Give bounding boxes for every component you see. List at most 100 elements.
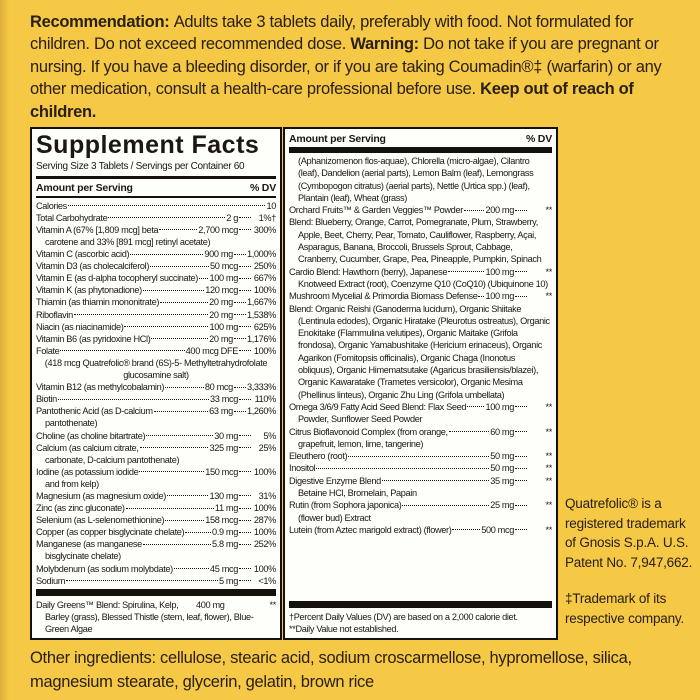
nutrient-amount: 150 mcg [205,466,238,477]
nutrient-name: Vitamin D3 (as cholecalciferol) [36,261,150,272]
nutrient-daily-value: 1,176% [246,333,276,344]
nutrient-row: Omega 3/6/9 Fatty Acid Seed Blend: Flax … [289,401,552,426]
nutrient-row-main: Copper (as copper bisglycinate chelate) … [36,526,276,538]
nutrient-continuation: Betaine HCl, Bromelain, Papain [298,488,417,499]
column-header-right-panel: Amount per Serving % DV [289,132,552,146]
nutrient-amount: 158 mcg [205,515,238,526]
nutrient-row: Magnesium (as magnesium oxide) 130 mg 31… [36,490,276,502]
nutrient-row-main: Citrus Bioflavonoid Complex (from orange… [289,426,552,438]
nutrient-amount: 100 mg [485,291,514,302]
nutrient-row-main: Iodine (as potassium iodide 150 mcg 100% [36,466,276,478]
nutrient-row-main: Niacin (as niacinamide) 100 mg 625% [36,321,276,333]
nutrient-row: Riboflavin 20 mg 1,538% [36,309,276,321]
nutrient-row-main: Vitamin D3 (as cholecalciferol) 50 mcg 2… [36,260,276,272]
nutrient-amount: 400 mcg DFE [185,345,239,356]
nutrient-continuation: (flower bud) Extract [298,512,371,523]
nutrient-row: Folate 400 mcg DFE 100% (418 mcg Quatref… [36,345,276,381]
warning-label: Warning: [350,35,424,54]
trademark-notes: Quatrefolic® is a registered trademark o… [565,494,695,628]
nutrient-row: Vitamin D3 (as cholecalciferol) 50 mcg 2… [36,260,276,272]
nutrient-name: Inositol [289,463,316,474]
nutrient-row-main: Lutein (from Aztec marigold extract) (fl… [289,524,552,536]
nutrient-row: Selenium (as L-selenomethionine) 158 mcg… [36,514,276,526]
nutrient-amount: 130 mg [209,490,238,501]
nutrient-daily-value: 1,538% [246,309,276,320]
nutrient-row-main: Magnesium (as magnesium oxide) 130 mg 31… [36,490,276,502]
nutrient-daily-value: ** [545,475,553,486]
daily-greens-ingredient-continuation: (Aphanizomenon flos-aquae), Chlorella (m… [298,156,534,203]
nutrient-daily-value: <1% [258,575,276,586]
nutrient-daily-value: 1,260% [246,406,276,417]
nutrient-daily-value: 31% [258,490,277,501]
nutrient-daily-value: 100% [253,285,276,296]
nutrient-daily-value: 250% [253,261,276,272]
nutrient-row: Molybdenum (as sodium molybdate) 45 mcg … [36,563,276,575]
nutrient-daily-value: ** [545,266,553,277]
nutrient-row: Sodium 5 mg <1% [36,575,276,587]
nutrient-row-main: Mushroom Mycelial & Primordia Biomass De… [289,290,552,302]
supplement-facts-panel-right: Amount per Serving % DV (Aphanizomenon f… [283,127,558,640]
column-header-left-panel: Amount per Serving % DV [36,181,276,195]
nutrient-amount: 45 mcg [209,563,238,574]
nutrient-row: Rutin (from Sophora japonica) 25 mg ** (… [289,499,552,524]
divider-bar [36,195,276,198]
nutrient-row-main: Vitamin B6 (as pyridoxine HCl) 20 mg 1,1… [36,333,276,345]
nutrient-amount: 33 mcg [209,394,238,405]
nutrient-continuation: Blend: Blueberry, Orange, Carrot, Pomegr… [289,217,542,265]
recommendation-warning-text: Recommendation: Adults take 3 tablets da… [30,11,686,123]
nutrient-name: Molybdenum (as sodium molybdate) [36,563,173,574]
nutrient-row-main: Eleuthero (root) 50 mg ** [289,450,552,462]
amount-per-serving-header: Amount per Serving [36,181,133,194]
nutrient-amount: 200 mg [485,205,514,216]
nutrient-daily-value: 100% [253,345,276,356]
nutrient-name: Biotin [36,394,57,405]
nutrient-amount: 11 mg [214,503,238,514]
nutrient-name: Magnesium (as magnesium oxide) [36,490,166,501]
nutrient-row-main: Vitamin E (as d-alpha tocopheryl succina… [36,272,276,284]
nutrient-daily-value: 5% [263,430,276,441]
nutrient-name: Niacin (as niacinamide) [36,321,124,332]
supplement-facts-title: Supplement Facts [36,131,260,159]
warning-body: Do not take if you are pregnant or nursi… [30,35,662,99]
nutrient-row: Vitamin B12 (as methylcobalamin) 80 mcg … [36,381,276,393]
nutrient-amount: 5 mg [218,575,238,586]
nutrient-amount: 50 mcg [209,261,238,272]
daily-greens-name: Daily Greens™ Blend: Spirulina, Kelp, [36,599,179,610]
nutrient-amount: 2,700 mcg [198,224,238,235]
nutrient-name: Pantothenic Acid (as D-calcium [36,406,153,417]
nutrient-name: Eleuthero (root) [289,451,348,462]
nutrient-row-main: Selenium (as L-selenomethionine) 158 mcg… [36,514,276,526]
nutrient-daily-value: 100% [253,563,276,574]
nutrient-continuation: carbonate, D-calcium pantothenate) [45,454,180,465]
nutrient-name: Rutin (from Sophora japonica) [289,500,402,511]
nutrient-continuation: bisglycinate chelate) [45,551,121,562]
nutrient-row: Manganese (as manganese 5.8 mg 252% bisg… [36,538,276,562]
nutrient-row-main: Molybdenum (as sodium molybdate) 45 mcg … [36,563,276,575]
nutrient-name: Cardio Blend: Hawthorn (berry), Japanese [289,266,448,277]
nutrient-amount: 20 mg [209,309,233,320]
nutrient-name: Manganese (as manganese [36,539,142,550]
nutrient-row: Biotin 33 mcg 110% [36,393,276,405]
nutrient-name: Iodine (as potassium iodide [36,466,139,477]
nutrient-name: Vitamin C (ascorbic acid) [36,249,130,260]
nutrient-rows-right: Orchard Fruits™ & Garden Veggies™ Powder… [289,204,552,536]
nutrient-row: Lutein (from Aztec marigold extract) (fl… [289,524,552,536]
nutrient-row-main: Manganese (as manganese 5.8 mg 252% [36,538,276,550]
nutrient-row: Orchard Fruits™ & Garden Veggies™ Powder… [289,204,552,265]
nutrient-continuation: pantothenate) [45,418,98,429]
nutrient-daily-value: ** [545,205,553,216]
nutrient-name: Sodium [36,575,66,586]
nutrient-amount: 20 mg [209,333,233,344]
nutrient-continuation: grapefruit, lemon, lime, tangerine) [298,438,424,449]
nutrient-daily-value: 25% [258,442,277,453]
nutrient-continuation: Powder, Sunflower Seed Powder [298,414,423,425]
nutrient-amount: 0.9 mg [212,527,238,538]
nutrient-row: Zinc (as zinc gluconate) 11 mg 100% [36,502,276,514]
nutrient-daily-value: 300% [253,224,276,235]
nutrient-row-main: Orchard Fruits™ & Garden Veggies™ Powder… [289,204,552,216]
nutrient-amount: 100 mg [209,273,238,284]
nutrient-amount: 63 mg [209,406,233,417]
nutrient-row: Vitamin C (ascorbic acid) 900 mg 1,000% [36,248,276,260]
nutrient-row: Iodine (as potassium iodide 150 mcg 100%… [36,466,276,490]
nutrient-daily-value: 1,000% [246,249,276,260]
